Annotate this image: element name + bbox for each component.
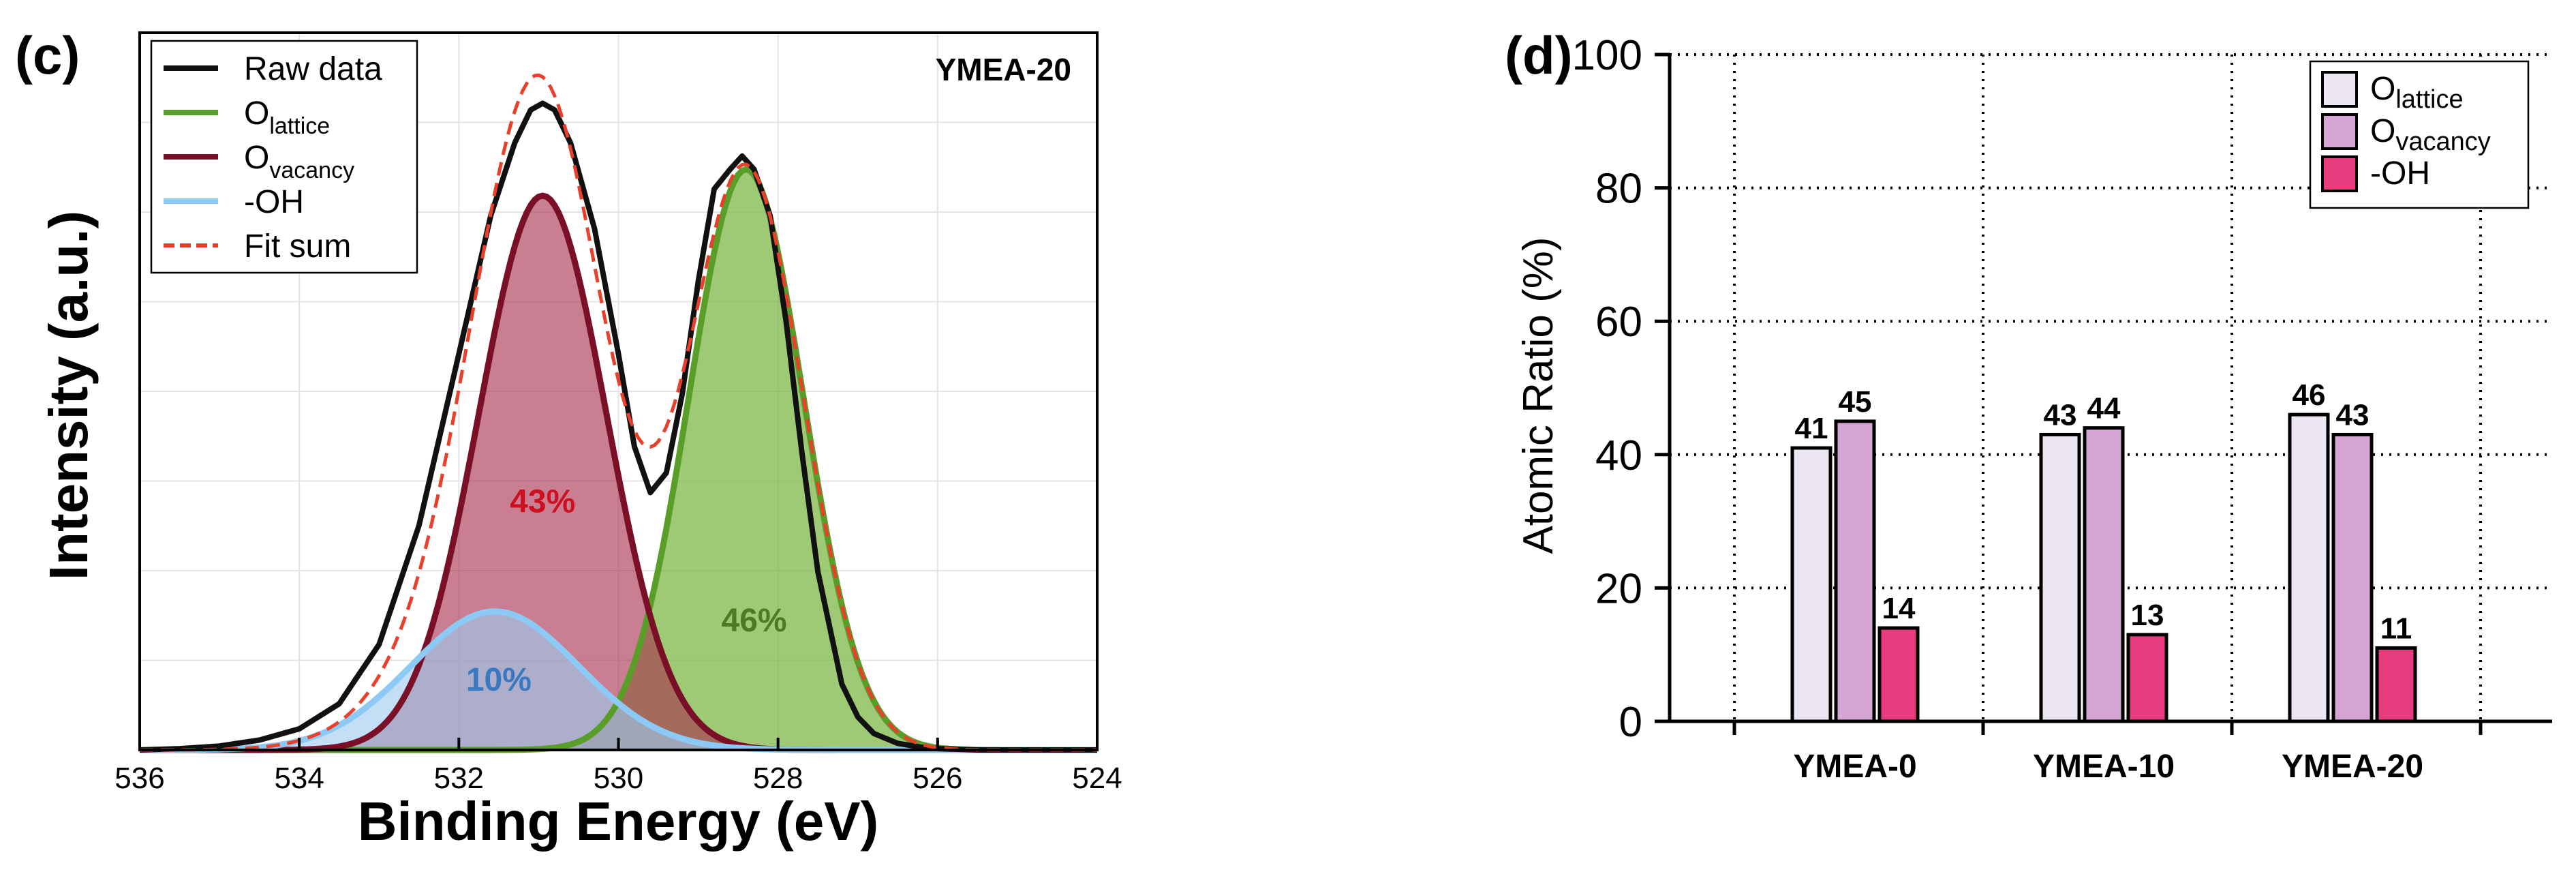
- panel-c-xtick-label: 524: [1072, 762, 1122, 795]
- bar-value-label: 43: [2044, 398, 2077, 432]
- bar-value-label: 43: [2336, 398, 2370, 432]
- panel-c-label: (c): [15, 25, 80, 85]
- panel-d-bars: 41 45 14 YMEA-0 43 44 13 YMEA-10 46 43 11 YMEA-20: [1790, 378, 2423, 785]
- panel-c-xtick-label: 526: [913, 762, 962, 795]
- bar-value-label: 14: [1882, 592, 1916, 625]
- legend-label: Raw data: [244, 51, 382, 87]
- panel-c-xtick-label: 536: [114, 762, 164, 795]
- panel-c-title: YMEA-20: [936, 52, 1071, 87]
- legend-swatch: [2321, 113, 2358, 150]
- bar-value-label: 41: [1795, 412, 1828, 445]
- bar-ymea-0-ovacancy: [1834, 419, 1876, 723]
- panel-c-xtick-label: 528: [753, 762, 803, 795]
- bar-ymea-20-oh: [2375, 646, 2417, 723]
- panel-c-xps-spectrum: (c) 536 534 532 530 528 526 524 46% 43% 10% YMEA…: [15, 25, 1122, 852]
- panel-d-ytick-label: 60: [1595, 299, 1642, 346]
- panel-d-ytick-label: 100: [1572, 32, 1642, 79]
- panel-d-ytick-label: 20: [1595, 565, 1642, 612]
- bar-value-label: 46: [2293, 378, 2326, 412]
- panel-d-ytick-label: 80: [1595, 166, 1642, 213]
- legend-label: -OH: [2370, 155, 2430, 192]
- panel-c-xtick-label: 530: [594, 762, 643, 795]
- panel-c-xtick-label: 534: [274, 762, 324, 795]
- panel-d-label: (d): [1505, 25, 1573, 85]
- legend-label: -OH: [244, 184, 304, 220]
- category-label: YMEA-10: [2033, 749, 2175, 785]
- legend-swatch: [2321, 71, 2358, 108]
- panel-c-xtick-label: 532: [434, 762, 484, 795]
- legend-label: Ovacancy: [2370, 113, 2491, 156]
- legend-label: Ovacancy: [244, 140, 354, 183]
- bar-ymea-10-ovacancy: [2083, 426, 2125, 723]
- panel-c-xlabel: Binding Energy (eV): [358, 791, 879, 852]
- panel-c-x-axis: 536 534 532 530 528 526 524: [114, 738, 1122, 795]
- panel-d-ytick-label: 40: [1595, 432, 1642, 479]
- legend-label: Olattice: [2370, 71, 2464, 114]
- category-label: YMEA-0: [1793, 749, 1916, 785]
- panel-c-ylabel: Intensity (a.u.): [38, 211, 99, 580]
- bar-ymea-0-olattice: [1790, 446, 1833, 723]
- raw-data-curve: [139, 100, 1097, 753]
- panel-d-ytick-label: 0: [1619, 699, 1642, 746]
- percent-label-o-lattice: 46%: [722, 603, 787, 639]
- bar-value-label: 13: [2131, 599, 2164, 632]
- panel-d-axes: 0 20 40 60 80 100: [1572, 32, 2552, 746]
- bar-ymea-10-oh: [2126, 633, 2168, 723]
- bar-ymea-20-olattice: [2288, 412, 2330, 723]
- panel-c-percent-labels: 46% 43% 10%: [466, 484, 787, 698]
- legend-label: Olattice: [244, 95, 330, 139]
- legend-swatch: [2321, 155, 2358, 192]
- bar-ymea-20-ovacancy: [2331, 432, 2374, 723]
- bar-value-label: 11: [2380, 612, 2412, 645]
- percent-label--oh: 10%: [466, 662, 532, 698]
- peak-fill--oh: [140, 611, 1097, 750]
- legend-label: Fit sum: [244, 228, 351, 265]
- panel-d-ylabel: Atomic Ratio (%): [1515, 237, 1562, 554]
- bar-ymea-0-oh: [1877, 626, 1920, 723]
- category-label: YMEA-20: [2282, 749, 2423, 785]
- bar-value-label: 45: [1839, 385, 1872, 419]
- peak-fill-o-vacancy: [140, 196, 1097, 750]
- panel-d-atomic-ratio-bars: (d) 41 45 14 YMEA-0 43 44 13 YMEA-10 46 43 11 YMEA-…: [1505, 25, 2552, 785]
- percent-label-o-vacancy: 43%: [510, 484, 575, 520]
- bar-value-label: 44: [2087, 392, 2121, 425]
- bar-ymea-10-olattice: [2039, 432, 2081, 723]
- panel-c-peak-fills: [140, 169, 1097, 751]
